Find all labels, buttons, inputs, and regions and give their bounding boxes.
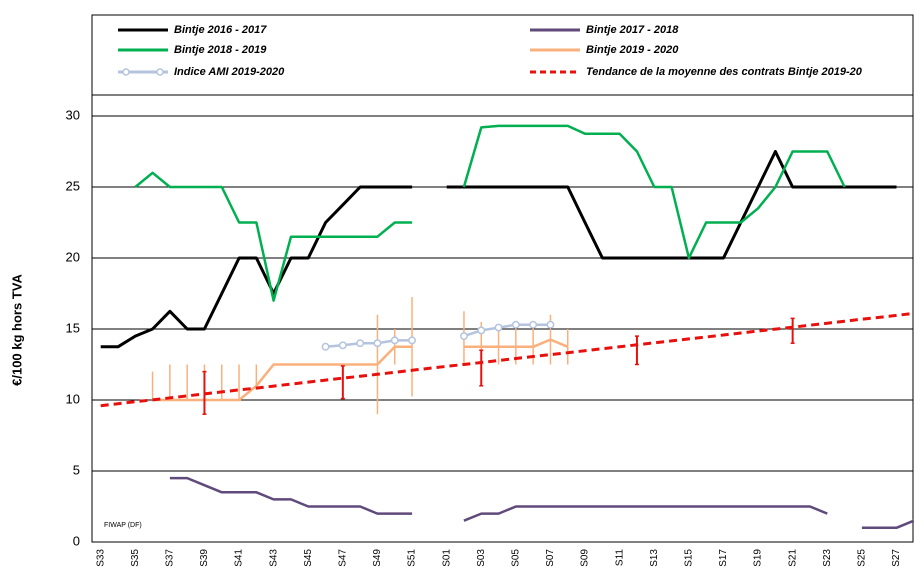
series-marker (390, 336, 399, 345)
series-line (100, 150, 897, 349)
series-marker (460, 332, 468, 341)
series-line (134, 124, 846, 302)
series-marker (511, 320, 520, 329)
series-line (169, 476, 914, 530)
x-tick-label: S23 (822, 549, 833, 567)
y-tick-label: 20 (66, 249, 80, 264)
x-tick-label: S11 (614, 549, 625, 566)
x-tick-label: S35 (130, 549, 141, 567)
x-tick-label: S07 (545, 549, 556, 567)
series-marker (546, 320, 555, 329)
x-tick-label: S19 (753, 549, 764, 567)
x-tick-label: S03 (476, 549, 487, 567)
x-tick-label: S27 (891, 549, 902, 567)
series-marker (321, 342, 330, 351)
y-tick-label: 30 (66, 107, 80, 122)
plot-area (100, 124, 914, 530)
x-tick-label: S25 (856, 549, 867, 567)
plot-frame (91, 94, 914, 543)
legend-marker (156, 68, 164, 76)
series-marker (494, 323, 503, 332)
y-tick-label: 15 (66, 320, 80, 335)
x-tick-label: S05 (510, 549, 521, 567)
legend-label: Indice AMI 2019-2020 (174, 66, 285, 78)
legend-label: Bintje 2017 - 2018 (586, 24, 679, 36)
series-marker (529, 320, 538, 329)
legend-label: Tendance de la moyenne des contrats Bint… (586, 66, 863, 78)
x-tick-label: S43 (268, 549, 279, 567)
legend-label: Bintje 2018 - 2019 (174, 44, 267, 56)
legend-label: Bintje 2019 - 2020 (586, 44, 679, 56)
series-marker (408, 336, 416, 345)
series-marker (373, 339, 382, 348)
legend-marker (122, 68, 130, 76)
x-tick-label: S13 (649, 549, 660, 567)
x-tick-label: S33 (95, 549, 106, 567)
x-tick-label: S47 (337, 549, 348, 567)
x-tick-label: S21 (787, 549, 798, 567)
x-tick-label: S39 (199, 549, 210, 567)
legend-label: Bintje 2016 - 2017 (174, 24, 267, 36)
y-tick-label: 0 (73, 533, 80, 548)
x-tick-label: S09 (580, 549, 591, 567)
x-tick-label: S15 (683, 549, 694, 567)
x-tick-label: S49 (372, 549, 383, 567)
series-marker (356, 339, 365, 348)
y-tick-label: 25 (66, 178, 80, 193)
x-tick-label: S45 (303, 549, 314, 567)
series-marker (338, 341, 347, 350)
y-tick-label: 10 (66, 391, 80, 406)
y-axis-title: €/100 kg hors TVA (9, 274, 24, 386)
x-tick-label: S37 (164, 549, 175, 567)
y-tick-label: 5 (73, 462, 80, 477)
x-tick-label: S51 (407, 549, 418, 567)
x-tick-label: S01 (441, 549, 452, 567)
series-line (152, 338, 569, 402)
source-note: FIWAP (DF) (104, 522, 142, 529)
x-tick-label: S41 (234, 549, 245, 567)
series-line (100, 311, 914, 408)
series-marker (477, 326, 486, 335)
x-tick-label: S17 (718, 549, 729, 567)
